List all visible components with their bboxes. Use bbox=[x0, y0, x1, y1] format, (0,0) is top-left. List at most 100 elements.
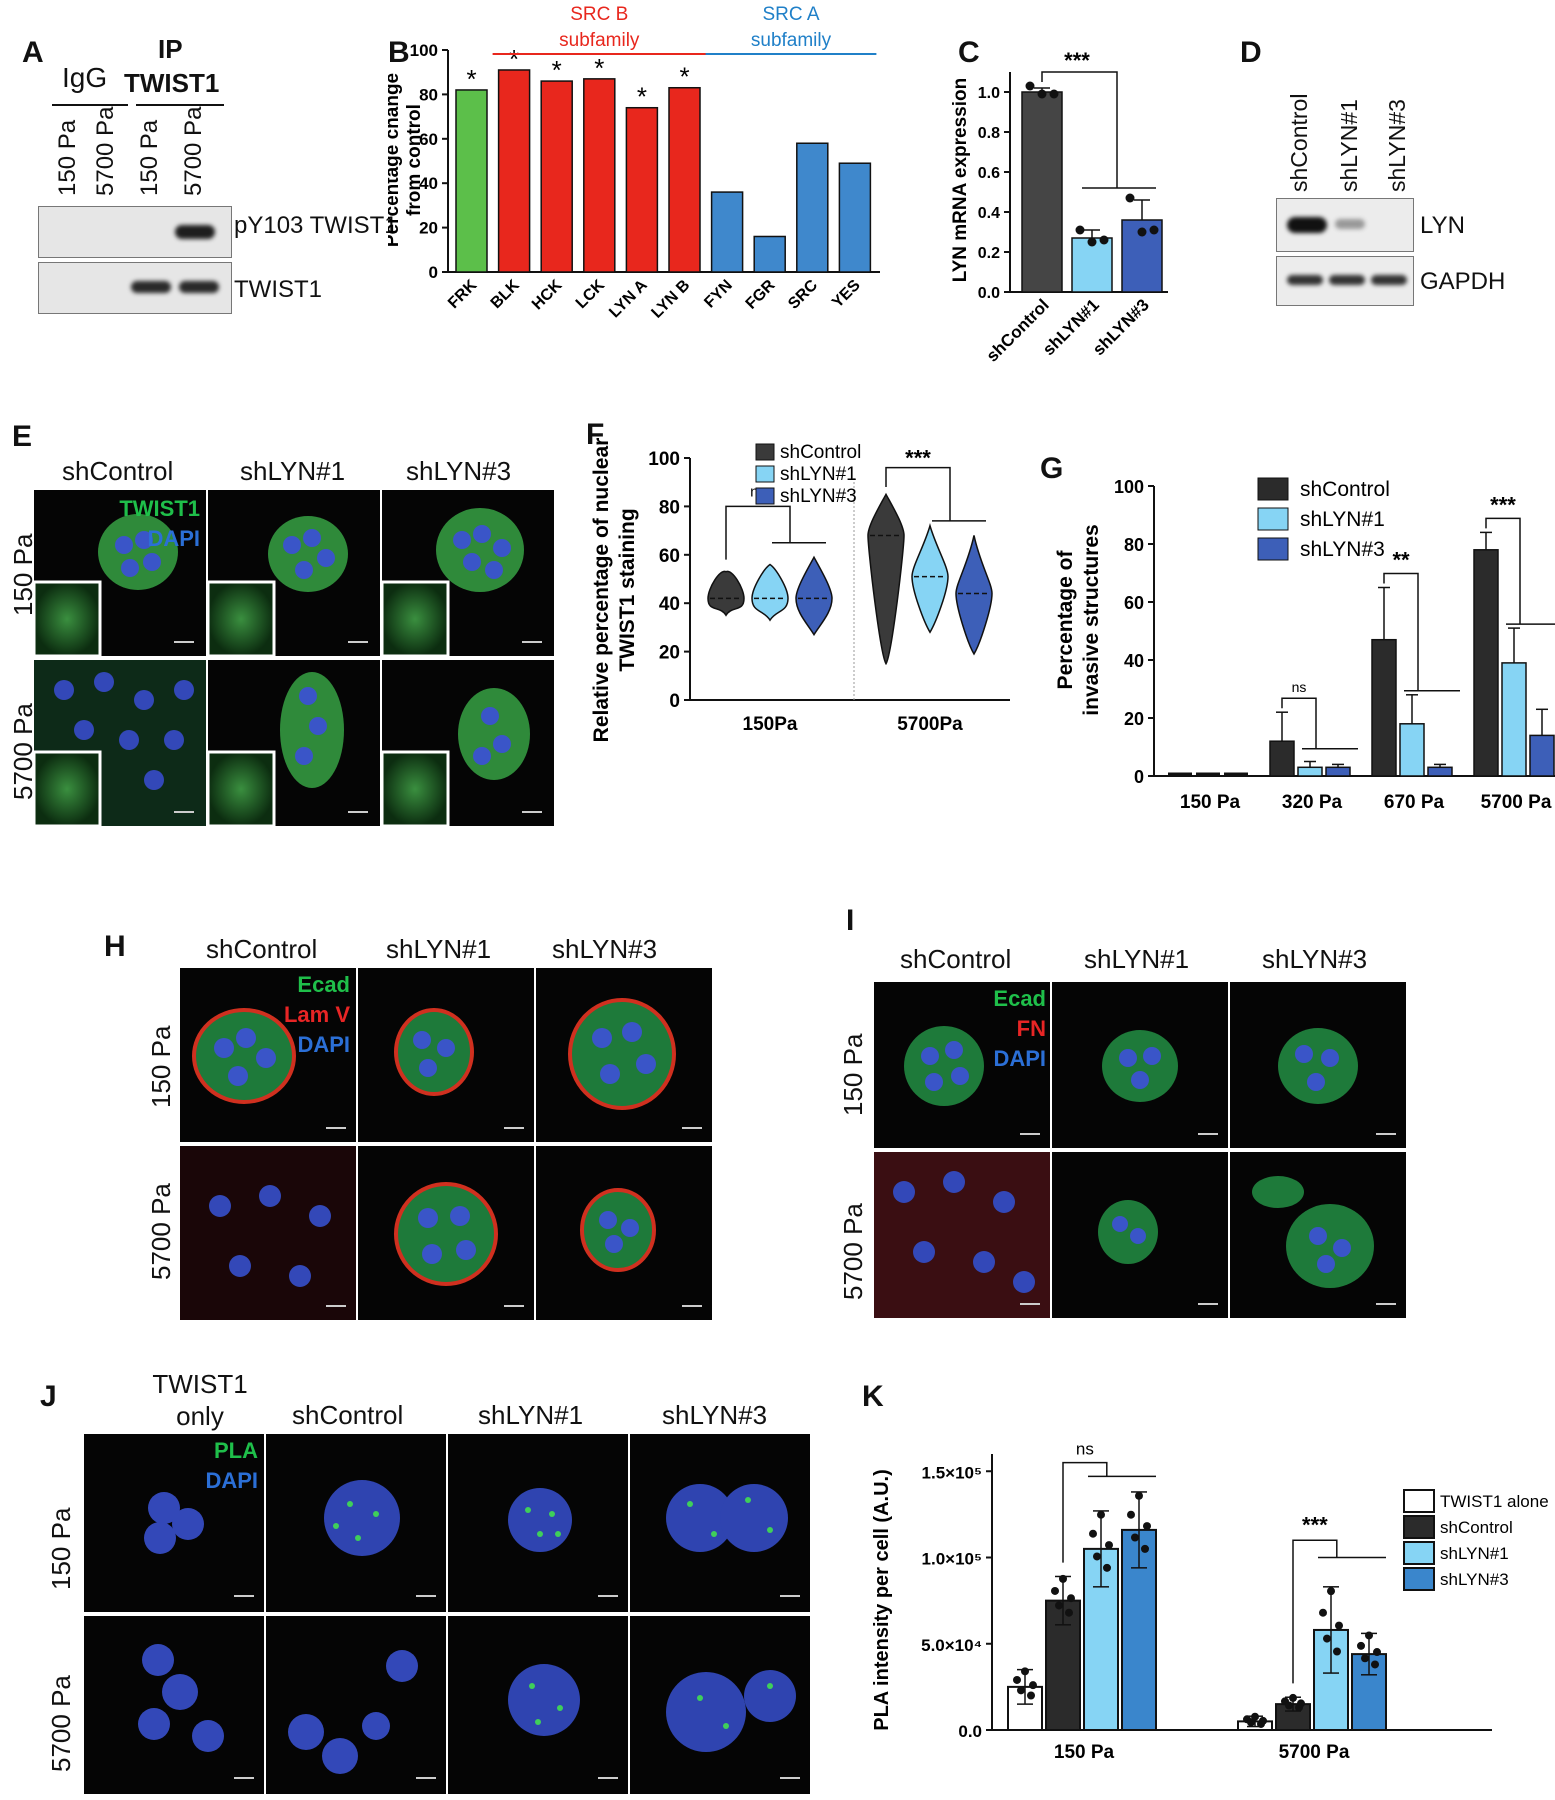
blot-strip-lyn bbox=[1276, 198, 1414, 252]
ip-underline bbox=[136, 104, 224, 106]
igg-label: IgG bbox=[62, 62, 108, 93]
blot-band bbox=[175, 225, 215, 239]
b-x-tick-label: LYN B bbox=[648, 277, 693, 322]
k-data-point bbox=[1051, 1586, 1059, 1595]
g-x-tick-label: 150 Pa bbox=[1180, 792, 1241, 813]
panel-label-d: D bbox=[1240, 36, 1262, 69]
b-group-label: subfamily bbox=[559, 30, 640, 51]
c-data-point bbox=[1087, 237, 1097, 247]
c-y-axis-label: LYN mRNA expression bbox=[950, 78, 971, 283]
k-data-point bbox=[1289, 1693, 1297, 1702]
b-bar-src bbox=[796, 142, 829, 273]
i-micro-150-shlyn1 bbox=[1052, 982, 1228, 1148]
g-legend-swatch bbox=[1257, 477, 1289, 501]
k-data-point bbox=[1371, 1660, 1379, 1669]
k-data-point bbox=[1017, 1686, 1025, 1695]
h-overlay-dapi: DAPI bbox=[297, 1032, 350, 1057]
k-data-point bbox=[1103, 1563, 1111, 1572]
g-bar bbox=[1325, 766, 1351, 777]
b-bar-blk bbox=[497, 69, 531, 273]
k-data-point bbox=[1319, 1608, 1327, 1617]
b-star: * bbox=[679, 62, 689, 92]
h-col-header-3: shLYN#3 bbox=[552, 934, 658, 964]
ip-twist1-label: TWIST1 bbox=[124, 68, 220, 98]
panel-c-chart: 0.0 0.2 0.4 0.6 0.8 1.0 LYN mRNA expression shC… bbox=[950, 48, 1168, 366]
k-legend-swatch bbox=[1403, 1541, 1435, 1565]
lane-label-1: 150 Pa bbox=[54, 119, 81, 196]
k-data-point bbox=[1135, 1491, 1143, 1500]
b-x-tick-label: FYN bbox=[701, 277, 736, 312]
j-col-header-1: TWIST1 only bbox=[152, 1369, 248, 1431]
k-data-point bbox=[1247, 1718, 1255, 1727]
f-legend-label: shLYN#3 bbox=[780, 486, 857, 507]
g-bar bbox=[1427, 766, 1453, 777]
k-data-point bbox=[1021, 1667, 1029, 1676]
c-data-point bbox=[1049, 89, 1059, 99]
band-label-py103: pY103 TWIST1 bbox=[234, 212, 398, 239]
panel-label-g: G bbox=[1040, 452, 1064, 485]
k-data-point bbox=[1131, 1533, 1139, 1542]
j-overlay-pla: PLA bbox=[214, 1438, 258, 1463]
b-star: * bbox=[466, 64, 476, 94]
g-sig-bracket bbox=[1383, 572, 1419, 691]
g-sig-label: ** bbox=[1392, 548, 1410, 573]
g-y-tick-label: 100 bbox=[1114, 477, 1144, 497]
f-violin bbox=[955, 535, 993, 656]
blot-band bbox=[131, 281, 171, 293]
blot-band bbox=[1287, 217, 1327, 233]
c-data-point bbox=[1125, 193, 1135, 203]
lane-label-4: 5700 Pa bbox=[180, 106, 207, 196]
c-sig-label: *** bbox=[1064, 48, 1090, 73]
h-micro-150-shcontrol bbox=[180, 968, 356, 1142]
j-micro-5700-shlyn1 bbox=[448, 1616, 628, 1794]
k-y-axis-label: PLA intensity per cell (A.U.) bbox=[871, 1469, 893, 1731]
j-col-header-2: shControl bbox=[292, 1400, 404, 1430]
g-legend-label: shControl bbox=[1300, 478, 1390, 501]
b-group-label: SRC A bbox=[762, 4, 819, 25]
k-data-point bbox=[1089, 1529, 1097, 1538]
k-data-point bbox=[1059, 1574, 1067, 1583]
c-y-tick-label: 0.0 bbox=[978, 285, 1000, 302]
k-data-point bbox=[1259, 1716, 1267, 1725]
g-bar bbox=[1473, 549, 1499, 777]
b-x-tick-label: LYN A bbox=[606, 276, 651, 321]
f-y-tick-label: 40 bbox=[659, 594, 680, 615]
b-x-tick-label: HCK bbox=[529, 276, 566, 313]
blot-band bbox=[1287, 275, 1323, 285]
c-y-tick-label: 0.4 bbox=[978, 205, 1000, 222]
panel-b-chart: 0 20 40 60 80 100 Percentage changefrom contro… bbox=[388, 4, 880, 322]
b-group-label: subfamily bbox=[751, 30, 832, 51]
k-legend-swatch bbox=[1403, 1567, 1435, 1591]
f-x-tick-label: 5700Pa bbox=[897, 714, 963, 735]
panel-label-h: H bbox=[104, 930, 126, 963]
k-data-point bbox=[1065, 1608, 1073, 1617]
i-col-header-1: shControl bbox=[900, 944, 1012, 974]
f-violin bbox=[911, 523, 949, 634]
k-legend-label: TWIST1 alone bbox=[1440, 1492, 1549, 1511]
b-y-tick-label: 20 bbox=[419, 219, 438, 238]
i-row-label-2: 5700 Pa bbox=[838, 1203, 868, 1300]
f-y-axis-label: Relative percentage of nuclear TWIST1 sta… bbox=[590, 438, 639, 743]
f-legend-label: shLYN#1 bbox=[780, 464, 857, 485]
b-bar-yes bbox=[838, 162, 872, 273]
j-col-header-3: shLYN#1 bbox=[478, 1400, 584, 1430]
panel-label-a: A bbox=[22, 36, 44, 69]
b-y-tick-label: 60 bbox=[419, 130, 438, 149]
c-data-point bbox=[1037, 89, 1047, 99]
panel-label-e: E bbox=[12, 420, 33, 453]
g-legend-label: shLYN#1 bbox=[1300, 508, 1385, 531]
g-y-tick-label: 60 bbox=[1124, 593, 1144, 613]
c-data-point bbox=[1099, 235, 1109, 245]
e-micro-5700-shlyn3 bbox=[382, 660, 554, 826]
b-bar-lyn-a bbox=[625, 106, 659, 273]
k-sig-label: ns bbox=[1076, 1440, 1094, 1459]
j-micro-5700-shcontrol bbox=[266, 1616, 446, 1794]
f-violin bbox=[707, 570, 745, 617]
k-y-tick-label: 0.0 bbox=[958, 1722, 982, 1741]
k-data-point bbox=[1365, 1631, 1373, 1640]
j-micro-5700-twist1only bbox=[84, 1616, 264, 1794]
g-y-tick-label: 20 bbox=[1124, 709, 1144, 729]
lane-label-2: 5700 Pa bbox=[92, 106, 119, 196]
e-col-header-2: shLYN#1 bbox=[240, 456, 346, 486]
panel-label-j: J bbox=[40, 1380, 57, 1413]
